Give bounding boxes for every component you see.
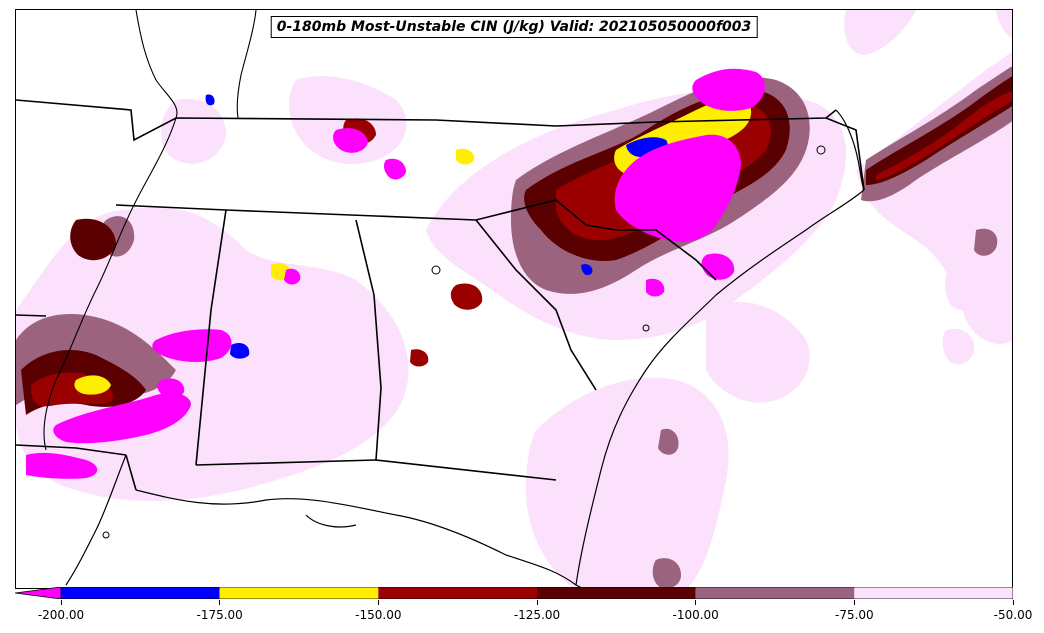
colorbar-ticks: -200.00 -175.00 -150.00 -125.00 -100.00 -75.0… (0, 600, 1044, 630)
colorbar-tick-mark (377, 600, 379, 605)
colorbar-extend-min (15, 587, 62, 599)
coastal-islands (102, 145, 826, 539)
map-panel: 0-180mb Most-Unstable CIN (J/kg) Valid: … (15, 9, 1013, 589)
colorbar-tick-label: -150.00 (355, 608, 402, 622)
colorbar-tick-label: -200.00 (37, 608, 85, 622)
coastline (65, 109, 865, 588)
colorbar-segment (537, 587, 696, 599)
colorbar-tick-label: -100.00 (672, 608, 719, 622)
colorbar-segment (219, 587, 379, 599)
colorbar-segment (378, 587, 537, 599)
map-title: 0-180mb Most-Unstable CIN (J/kg) Valid: … (270, 16, 758, 38)
river-boundaries (43, 10, 257, 451)
colorbar-tick-mark (219, 600, 221, 605)
state-boundaries (16, 99, 865, 491)
colorbar-segment (61, 587, 220, 599)
cin-field-magenta (26, 68, 766, 479)
colorbar-segment (695, 587, 855, 599)
colorbar-tick-mark (695, 600, 697, 605)
colorbar-tick-label: -75.00 (834, 608, 874, 622)
colorbar-segment (854, 587, 1013, 599)
cin-field-light-pink (16, 10, 1012, 588)
colorbar-outline (60, 587, 1013, 599)
colorbar-tick-mark (60, 600, 62, 605)
colorbar (15, 587, 1013, 599)
cin-map (16, 10, 1012, 588)
colorbar-segments (61, 587, 1013, 599)
colorbar-tick-label: -175.00 (196, 608, 243, 622)
colorbar-tick-mark (853, 600, 855, 605)
colorbar-tick-mark (536, 600, 538, 605)
colorbar-tick-label: -50.00 (993, 608, 1033, 622)
colorbar-tick-label: -125.00 (513, 608, 561, 622)
colorbar-tick-mark (1012, 600, 1014, 605)
